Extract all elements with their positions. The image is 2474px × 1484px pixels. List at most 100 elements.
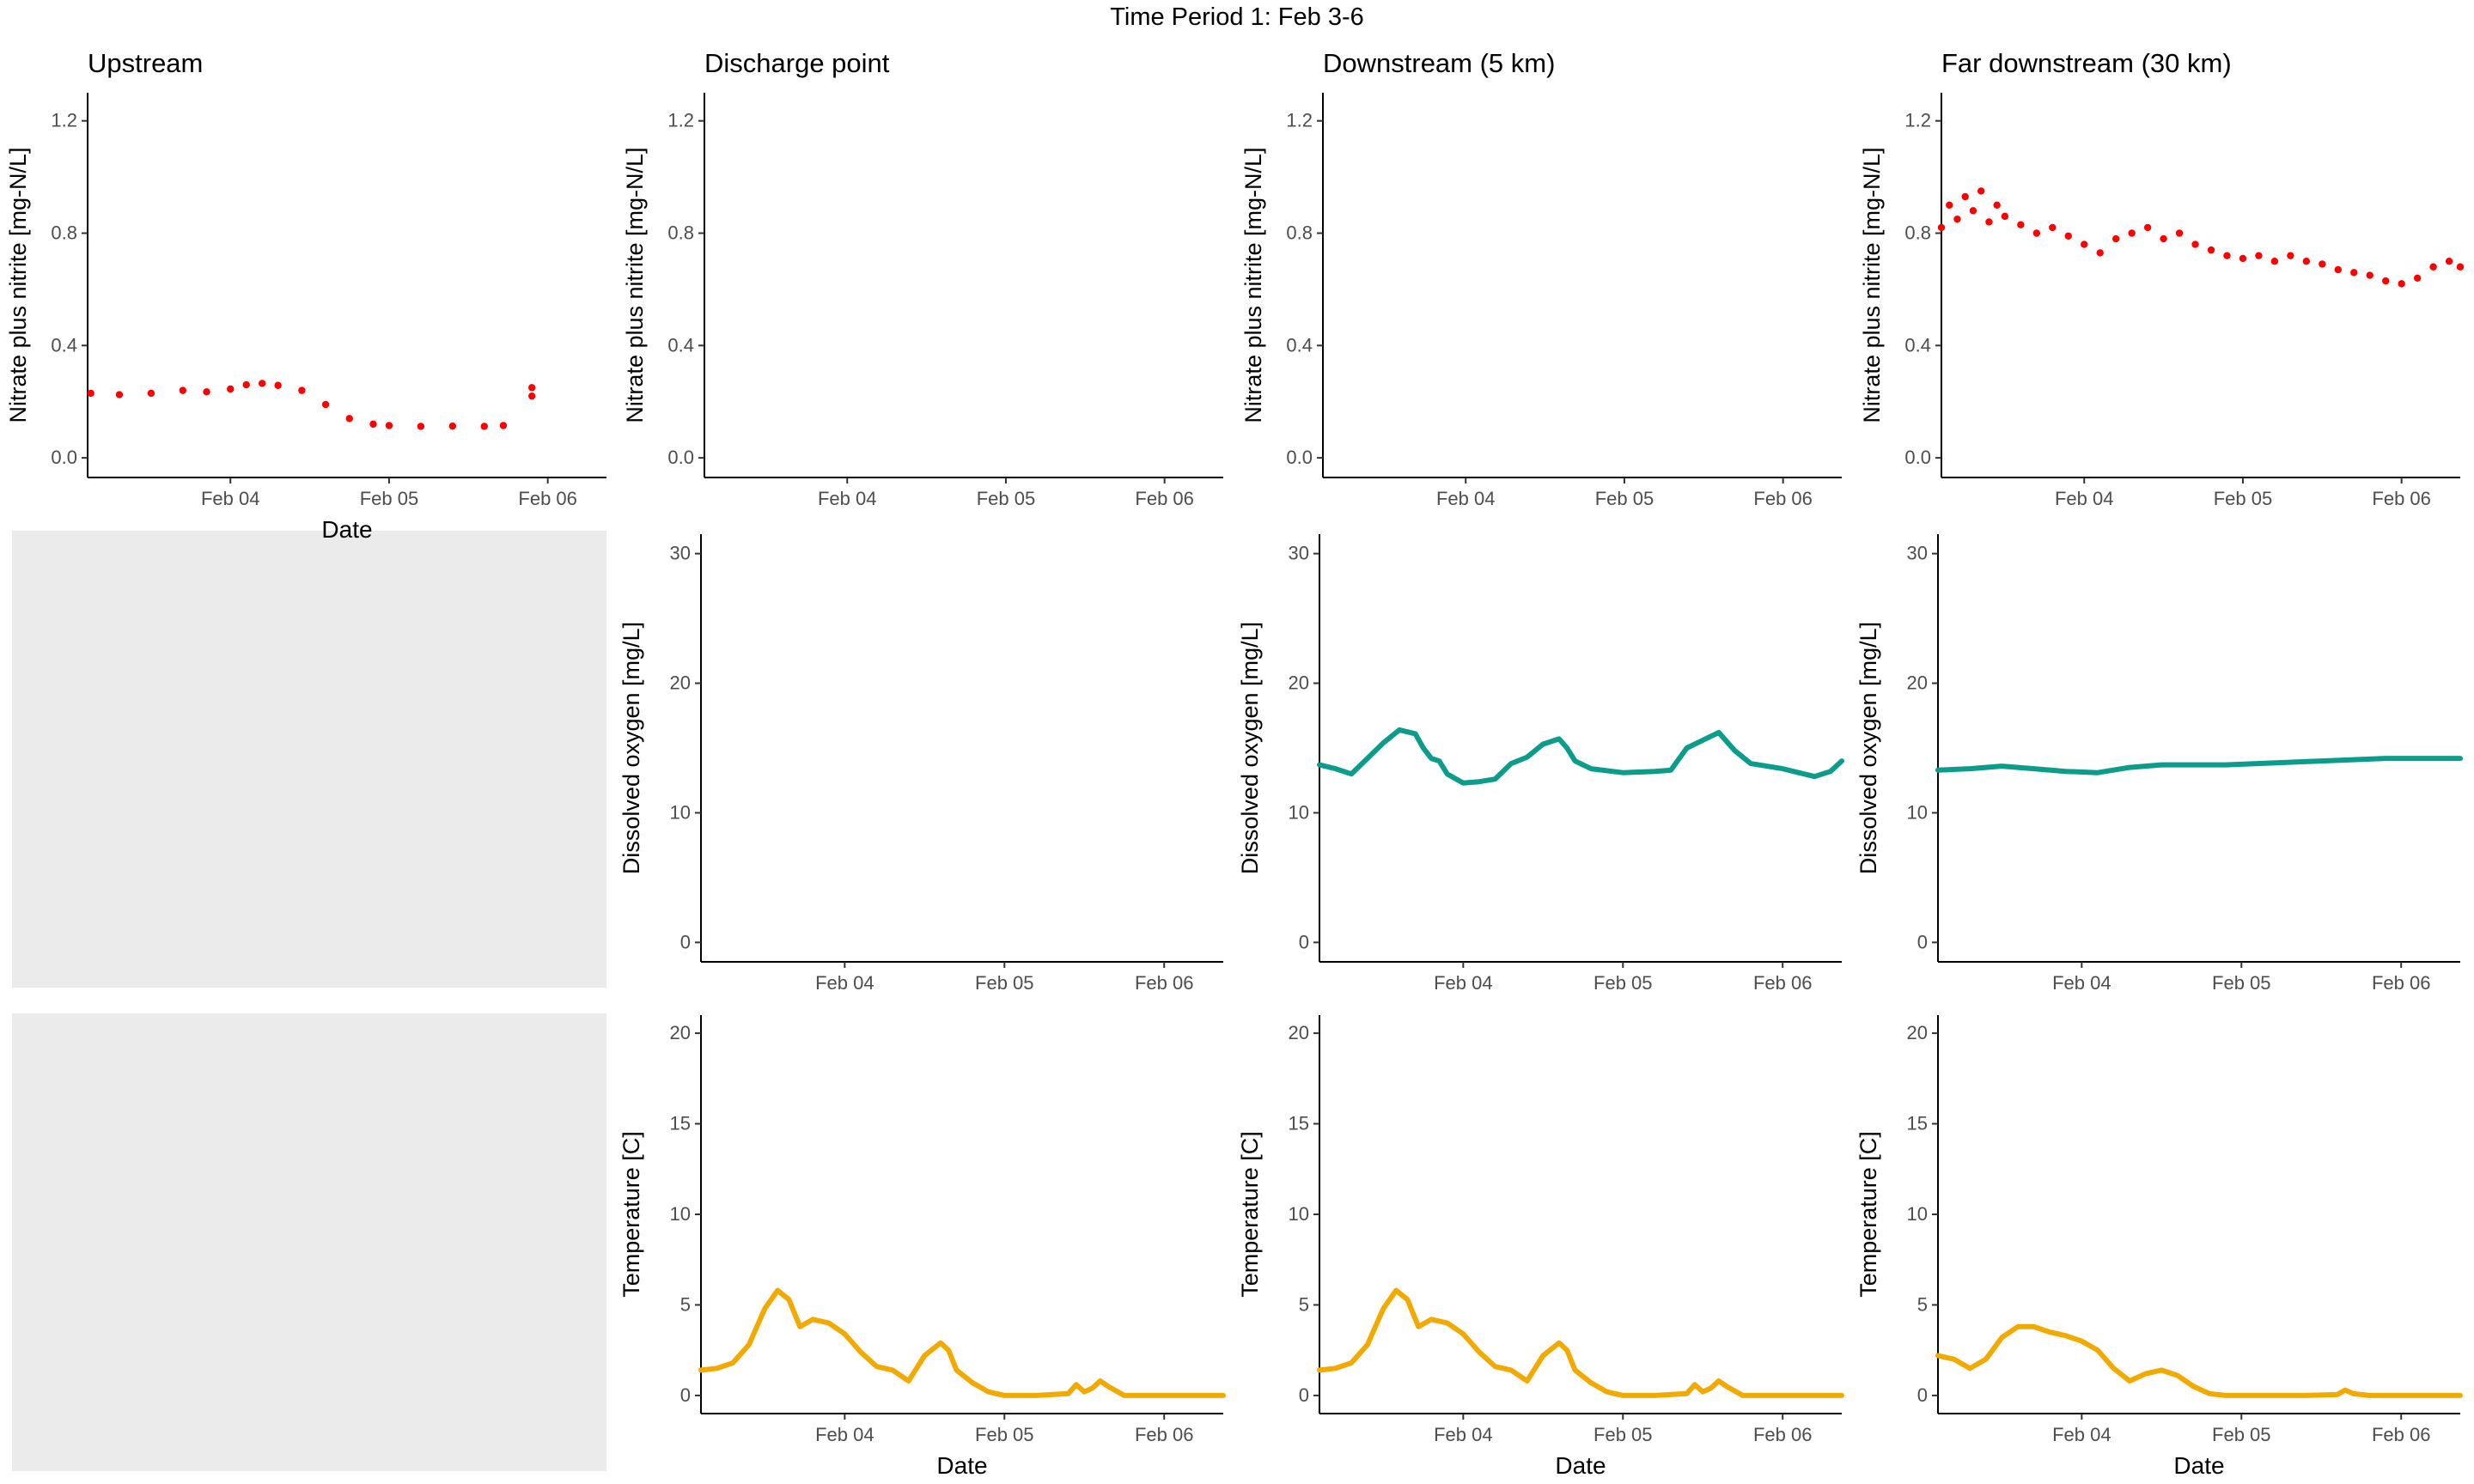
- nitrate-far-downstream-y-axis-title: Nitrate plus nitrite [mg-N/L]: [1859, 147, 1885, 423]
- temperature-discharge-y-tick-label: 10: [670, 1203, 691, 1225]
- nitrate-upstream-data-point: [227, 385, 235, 393]
- nitrate-upstream-y-tick-label: 0.0: [51, 447, 77, 468]
- temperature-downstream-x-tick-label: Feb 05: [1593, 1424, 1653, 1445]
- temperature-far-downstream-x-axis-title: Date: [2173, 1452, 2224, 1479]
- nitrate-far-downstream-data-point: [2191, 240, 2199, 248]
- nitrate-upstream-data-point: [179, 386, 187, 394]
- temperature-far-downstream-y-tick-label: 10: [1907, 1203, 1928, 1225]
- oxygen-downstream-x-tick-label: Feb 04: [1434, 972, 1493, 994]
- nitrate-far-downstream-data-point: [2017, 221, 2025, 228]
- nitrate-downstream-y-tick-label: 0.0: [1286, 447, 1313, 468]
- nitrate-upstream-data-point: [369, 420, 377, 429]
- nitrate-far-downstream-y-tick-label: 1.2: [1904, 110, 1931, 131]
- nitrate-far-downstream-data-point: [2223, 252, 2231, 259]
- nitrate-downstream-y-tick-label: 0.4: [1286, 334, 1313, 356]
- oxygen-discharge-x-tick-label: Feb 06: [1135, 972, 1194, 994]
- oxygen-discharge-x-tick-label: Feb 05: [975, 972, 1034, 994]
- nitrate-downstream-y-tick-label: 1.2: [1286, 110, 1313, 131]
- nitrate-upstream-data-point: [298, 386, 306, 394]
- oxygen-downstream-x-tick-label: Feb 06: [1753, 972, 1813, 994]
- nitrate-upstream-data-point: [87, 389, 94, 398]
- nitrate-far-downstream-data-point: [1993, 201, 2001, 210]
- temperature-discharge-y-tick-label: 20: [670, 1022, 691, 1043]
- nitrate-far-downstream-data-point: [2287, 252, 2294, 259]
- nitrate-discharge-y-tick-label: 0.8: [667, 222, 694, 244]
- nitrate-far-downstream-data-point: [2270, 258, 2279, 265]
- nitrate-far-downstream-data-point: [2302, 258, 2311, 265]
- oxygen-far-downstream-y-tick-label: 10: [1907, 801, 1928, 823]
- temperature-discharge-x-axis-title: Date: [936, 1452, 987, 1479]
- nitrate-upstream-panel-title: Upstream: [88, 48, 203, 78]
- temperature-far-downstream-y-tick-label: 20: [1907, 1022, 1928, 1043]
- temperature-far-downstream-y-tick-label: 5: [1917, 1293, 1928, 1315]
- oxygen-downstream-series-line: [1317, 727, 1844, 786]
- nitrate-upstream-data-point: [527, 392, 536, 400]
- oxygen-downstream-y-axis-title: Dissolved oxygen [mg/L]: [1237, 622, 1263, 874]
- oxygen-far-downstream-y-tick-label: 20: [1907, 672, 1928, 694]
- nitrate-far-downstream-data-point: [2128, 229, 2136, 237]
- oxygen-discharge-y-tick-label: 20: [670, 672, 691, 694]
- oxygen-far-downstream-y-tick-label: 30: [1907, 543, 1928, 564]
- nitrate-far-downstream-data-point: [1961, 192, 1969, 201]
- empty-panel-oxygen-upstream: [12, 531, 606, 988]
- nitrate-far-downstream-data-point: [2429, 263, 2437, 271]
- nitrate-downstream-x-tick-label: Feb 06: [1753, 488, 1813, 509]
- nitrate-upstream-data-point: [242, 380, 250, 389]
- nitrate-upstream-data-point: [448, 422, 457, 430]
- oxygen-discharge-y-tick-label: 0: [680, 931, 691, 952]
- nitrate-far-downstream-data-point: [1953, 215, 1961, 223]
- nitrate-far-downstream-data-point: [2398, 280, 2405, 288]
- oxygen-far-downstream-x-tick-label: Feb 04: [2052, 972, 2111, 994]
- temperature-downstream-series-line: [1317, 1287, 1844, 1398]
- nitrate-far-downstream-data-point: [2160, 234, 2167, 243]
- temperature-discharge-x-tick-label: Feb 04: [815, 1424, 874, 1445]
- nitrate-discharge-panel-title: Discharge point: [704, 48, 890, 78]
- oxygen-downstream-y-tick-label: 20: [1289, 672, 1309, 694]
- nitrate-downstream-x-tick-label: Feb 04: [1436, 488, 1496, 509]
- temperature-discharge-x-tick-label: Feb 06: [1135, 1424, 1194, 1445]
- nitrate-far-downstream-data-point: [2111, 234, 2120, 243]
- temperature-far-downstream-y-tick-label: 0: [1917, 1384, 1928, 1406]
- nitrate-discharge-y-tick-label: 0.4: [667, 334, 694, 356]
- nitrate-upstream-data-point: [385, 422, 393, 429]
- oxygen-discharge-x-tick-label: Feb 04: [815, 972, 874, 994]
- nitrate-far-downstream-data-point: [2049, 223, 2057, 232]
- nitrate-downstream-y-tick-label: 0.8: [1286, 222, 1313, 244]
- nitrate-far-downstream-x-tick-label: Feb 04: [2055, 488, 2114, 509]
- nitrate-far-downstream-data-point: [2350, 269, 2358, 277]
- oxygen-far-downstream-y-axis-title: Dissolved oxygen [mg/L]: [1855, 622, 1881, 874]
- nitrate-far-downstream-data-point: [2456, 263, 2465, 271]
- nitrate-far-downstream-data-point: [2096, 249, 2104, 257]
- nitrate-upstream-data-point: [274, 381, 282, 389]
- nitrate-far-downstream-data-point: [2081, 240, 2088, 248]
- nitrate-discharge-y-tick-label: 1.2: [667, 110, 694, 131]
- nitrate-upstream-y-tick-label: 0.4: [51, 334, 77, 356]
- oxygen-far-downstream-x-tick-label: Feb 05: [2212, 972, 2271, 994]
- nitrate-upstream-data-point: [258, 380, 266, 387]
- nitrate-discharge-x-tick-label: Feb 06: [1135, 488, 1194, 509]
- oxygen-downstream-x-tick-label: Feb 05: [1593, 972, 1653, 994]
- nitrate-upstream-y-axis-title: Nitrate plus nitrite [mg-N/L]: [5, 147, 31, 423]
- oxygen-far-downstream-series-line: [1935, 756, 2463, 775]
- nitrate-far-downstream-panel-title: Far downstream (30 km): [1941, 48, 2232, 78]
- nitrate-far-downstream-data-point: [2445, 258, 2453, 265]
- nitrate-discharge-x-tick-label: Feb 04: [818, 488, 877, 509]
- nitrate-discharge-y-tick-label: 0.0: [667, 447, 694, 468]
- nitrate-upstream-x-axis-title: Date: [321, 516, 372, 543]
- nitrate-far-downstream-data-point: [2175, 229, 2184, 237]
- nitrate-far-downstream-data-point: [1985, 218, 1993, 226]
- oxygen-discharge-y-tick-label: 30: [670, 543, 691, 564]
- temperature-downstream-y-tick-label: 0: [1299, 1384, 1309, 1406]
- temperature-discharge-y-tick-label: 0: [680, 1384, 691, 1406]
- nitrate-far-downstream-y-tick-label: 0.8: [1904, 222, 1931, 244]
- nitrate-far-downstream-data-point: [1946, 201, 1953, 210]
- nitrate-discharge-y-axis-title: Nitrate plus nitrite [mg-N/L]: [622, 147, 648, 423]
- temperature-discharge-x-tick-label: Feb 05: [975, 1424, 1034, 1445]
- oxygen-far-downstream-x-tick-label: Feb 06: [2372, 972, 2431, 994]
- temperature-downstream-y-tick-label: 10: [1289, 1203, 1309, 1225]
- nitrate-upstream-data-point: [115, 391, 124, 398]
- nitrate-downstream-y-axis-title: Nitrate plus nitrite [mg-N/L]: [1240, 147, 1266, 423]
- nitrate-downstream-x-tick-label: Feb 05: [1595, 488, 1654, 509]
- figure-title: Time Period 1: Feb 3-6: [1110, 3, 1364, 31]
- temperature-downstream-x-axis-title: Date: [1555, 1452, 1606, 1479]
